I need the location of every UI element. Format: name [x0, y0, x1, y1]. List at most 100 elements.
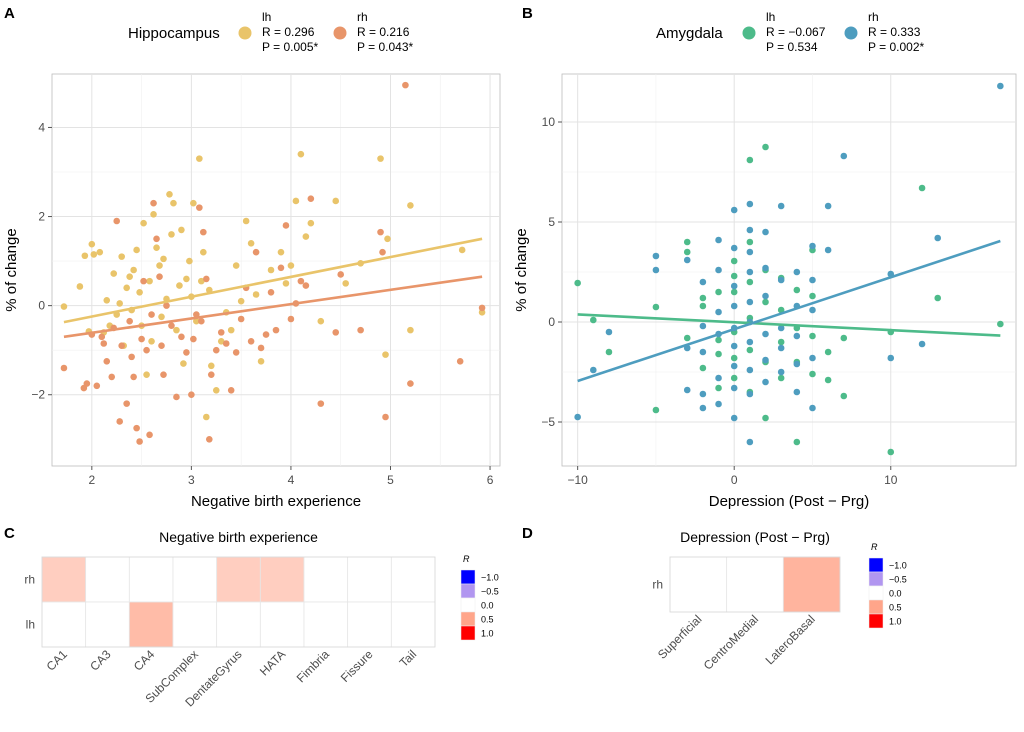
point-rh [252, 248, 260, 256]
point-rh [302, 282, 310, 289]
point-lh [762, 414, 769, 422]
point-rh [809, 354, 816, 362]
point-lh [176, 282, 183, 289]
colorbar-label: −1.0 [481, 573, 499, 583]
heatmap-cell-rh-HATA [259, 556, 305, 603]
legend-label-b-rh: rh [868, 10, 879, 24]
column-label: Tail [397, 647, 420, 670]
point-lh [683, 238, 691, 246]
y-tick-label: 5 [548, 215, 555, 229]
point-rh [136, 438, 143, 445]
point-lh [178, 226, 185, 234]
point-lh [809, 292, 816, 300]
point-rh [809, 404, 816, 412]
heatmap-cell-lh-CA4 [128, 601, 174, 648]
colorbar-label: 1.0 [889, 617, 902, 627]
colorbar-label: −0.5 [889, 575, 907, 585]
point-rh [262, 331, 270, 338]
point-rh [237, 315, 245, 323]
point-rh [730, 362, 738, 370]
point-rh [934, 234, 942, 242]
point-rh [196, 204, 203, 211]
point-rh [307, 195, 315, 203]
point-rh [715, 266, 722, 274]
column-label: Fissure [338, 647, 376, 685]
colorbar-swatch [868, 557, 884, 573]
colorbar-label: −0.5 [481, 587, 499, 597]
point-lh [282, 280, 290, 287]
point-rh [128, 353, 135, 361]
point-lh [605, 348, 613, 356]
x-tick-label: 0 [731, 473, 738, 487]
point-lh [840, 334, 848, 342]
point-rh [297, 277, 305, 285]
point-lh [302, 233, 310, 240]
point-rh [777, 202, 785, 210]
point-lh [793, 286, 801, 294]
fit-line-lh [577, 313, 1001, 337]
heatmap-border-C [41, 556, 436, 648]
point-lh [777, 374, 785, 382]
point-lh [60, 303, 68, 310]
point-lh [382, 351, 389, 358]
heatmap-cell-lh-CA3 [85, 601, 130, 648]
point-lh [130, 266, 137, 274]
point-rh [118, 342, 125, 350]
legend-label-a-rh: rh [357, 10, 368, 24]
point-lh [715, 336, 722, 344]
point-lh [730, 288, 738, 296]
point-lh [252, 291, 260, 298]
point-rh [699, 404, 707, 412]
colorbar-title: R [871, 542, 878, 552]
column-label: CA4 [131, 647, 158, 674]
point-lh [76, 283, 84, 290]
point-rh [158, 342, 165, 350]
point-rh [183, 349, 190, 356]
x-tick-label: 10 [884, 473, 898, 487]
point-rh [150, 199, 157, 207]
point-rh [207, 371, 215, 378]
x-tick-label: 2 [88, 473, 95, 487]
point-lh [232, 262, 240, 269]
heatmap-title-D: Depression (Post − Prg) [680, 529, 830, 545]
point-lh [247, 239, 255, 247]
colorbar-label: 0.0 [889, 589, 902, 599]
point-rh [478, 304, 486, 312]
fit-line-rh [63, 275, 483, 339]
point-rh [699, 390, 707, 398]
point-lh [407, 202, 414, 209]
point-rh [762, 378, 769, 386]
heatmap-d: Depression (Post − Prg) rh SuperficialCent… [652, 529, 906, 673]
point-rh [730, 282, 738, 290]
point-rh [163, 302, 170, 309]
point-rh [777, 324, 785, 332]
point-rh [402, 81, 409, 89]
point-rh [918, 340, 926, 348]
y-tick-label: 0 [38, 299, 45, 313]
heatmap-cell-lh-SubComplex [172, 601, 218, 648]
point-rh [793, 360, 801, 368]
point-rh [272, 326, 280, 334]
point-rh [156, 273, 163, 280]
point-lh [198, 277, 205, 285]
point-lh [203, 413, 210, 421]
point-rh [178, 333, 185, 341]
column-label: CA1 [44, 647, 71, 674]
x-tick-label: 5 [387, 473, 394, 487]
point-rh [730, 384, 738, 392]
point-rh [840, 152, 848, 160]
legend-swatch-b-rh [844, 26, 858, 40]
y-tick-label: 10 [542, 115, 556, 129]
point-lh [136, 288, 143, 296]
point-lh [307, 219, 315, 227]
x-tick-label: 4 [288, 473, 295, 487]
point-lh [458, 246, 466, 254]
point-lh [730, 272, 738, 280]
point-rh [746, 248, 754, 256]
point-lh [170, 199, 177, 207]
point-rh [190, 335, 197, 343]
point-rh [317, 400, 325, 407]
point-rh [60, 364, 68, 372]
point-rh [997, 82, 1004, 90]
